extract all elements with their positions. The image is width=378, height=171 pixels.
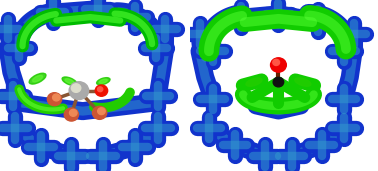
Circle shape [64,108,79,121]
Circle shape [71,84,81,92]
Circle shape [53,94,60,101]
Circle shape [93,106,107,119]
Circle shape [47,93,62,106]
Circle shape [70,109,77,116]
Ellipse shape [33,75,43,82]
Circle shape [98,108,105,115]
Circle shape [69,82,89,100]
Circle shape [98,87,103,92]
Circle shape [273,59,280,65]
Circle shape [95,85,108,96]
Circle shape [271,58,286,72]
Circle shape [273,77,284,87]
Ellipse shape [65,79,74,84]
Ellipse shape [29,73,46,84]
Ellipse shape [62,77,77,86]
Ellipse shape [295,78,311,86]
Ellipse shape [99,79,107,83]
Ellipse shape [97,78,110,85]
Ellipse shape [246,78,262,86]
